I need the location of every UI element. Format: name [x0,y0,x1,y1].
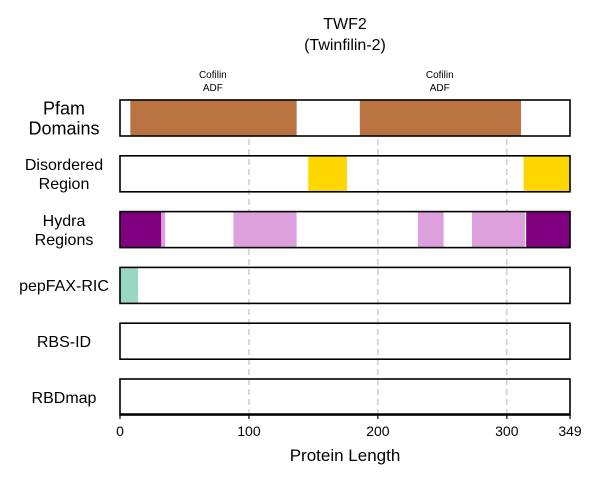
track-segment [120,267,139,304]
track-frame [119,322,571,361]
x-tick-label: 100 [237,423,261,439]
track-frame [119,99,571,137]
chart-title: TWF2 [323,16,367,33]
track-frame [119,266,571,305]
track: Disordered Region [25,155,571,193]
domain-annotation: ADF [430,83,450,94]
track-label: RBS-ID [37,334,91,351]
track-segment [161,211,166,248]
track-label: pepFAX-RIC [19,278,109,295]
grid-lines [248,99,508,414]
track-frame [119,155,571,193]
track-label: Regions [35,232,94,249]
track-label: Region [39,176,90,193]
domain-annotation: Cofilin [199,70,227,81]
track-segment [130,100,297,136]
x-tick-label: 349 [558,423,582,439]
track-label: Domains [28,118,99,138]
track-segment [120,211,162,248]
track-segment [526,211,570,248]
track-label: Pfam [43,98,85,118]
track-label: Hydra [43,213,86,230]
track: pepFAX-RIC [19,266,571,305]
x-tick-label: 300 [495,423,519,439]
track-segment [523,155,570,192]
track-segment [417,211,444,248]
track: RBDmap [32,378,571,416]
track-segment [233,211,297,248]
track-segment [359,100,522,136]
track-segment [308,155,347,192]
x-tick-label: 0 [116,423,124,439]
track: RBS-ID [37,322,571,361]
x-axis: 0 100 200 300 349 [116,413,582,439]
track-frame [119,378,571,416]
track-frame [119,210,571,249]
track: Hydra Regions [35,210,571,249]
chart-subtitle: (Twinfilin-2) [304,37,386,54]
x-axis-label: Protein Length [290,446,401,465]
domain-annotation: ADF [203,83,223,94]
track-label: RBDmap [32,390,97,407]
track-label: Disordered [25,157,103,174]
x-tick-label: 200 [366,423,390,439]
track-segment [472,211,525,248]
domain-annotation: Cofilin [426,70,454,81]
